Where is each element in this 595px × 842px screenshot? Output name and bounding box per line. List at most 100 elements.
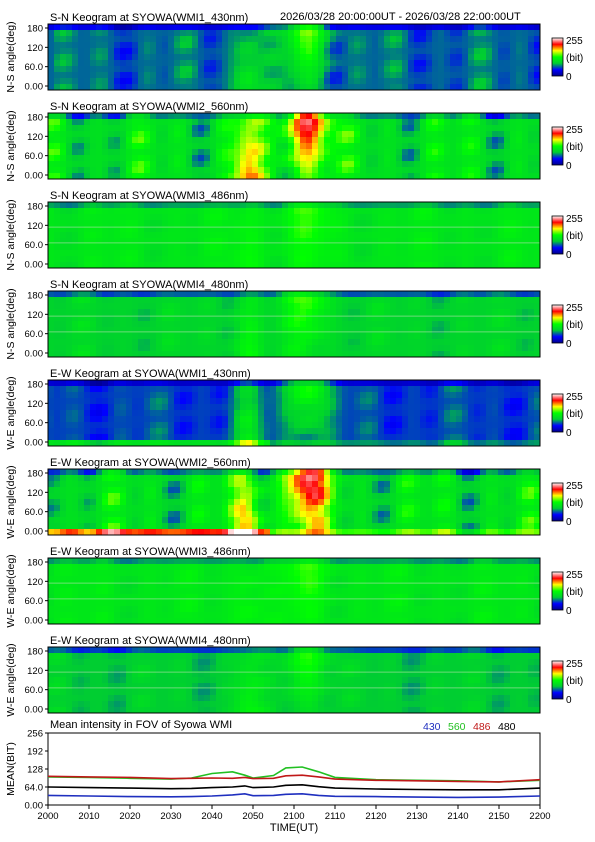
keogram-cell bbox=[246, 434, 253, 441]
keogram-cell bbox=[360, 440, 367, 447]
keogram-cell bbox=[312, 78, 319, 85]
keogram-cell bbox=[108, 333, 115, 340]
keogram-cell bbox=[108, 386, 115, 393]
keogram-cell bbox=[342, 137, 349, 144]
keogram-cell bbox=[318, 321, 325, 328]
keogram-cell bbox=[54, 125, 61, 132]
keogram-cell bbox=[72, 499, 79, 506]
keogram-cell bbox=[246, 244, 253, 251]
keogram-cell bbox=[384, 125, 391, 132]
keogram-cell bbox=[234, 511, 241, 518]
keogram-cell bbox=[168, 351, 175, 358]
keogram-cell bbox=[414, 66, 421, 73]
keogram-cell bbox=[144, 54, 151, 61]
keogram-cell bbox=[114, 475, 121, 482]
keogram-cell bbox=[438, 256, 445, 263]
keogram-cell bbox=[318, 149, 325, 156]
keogram-cell bbox=[144, 36, 151, 43]
keogram-cell bbox=[408, 333, 415, 340]
keogram-cell bbox=[108, 517, 115, 524]
keogram-cell bbox=[312, 422, 319, 429]
keogram-cell bbox=[84, 523, 91, 530]
keogram-cell bbox=[384, 392, 391, 399]
keogram-cell bbox=[138, 143, 145, 150]
keogram-cell bbox=[504, 167, 511, 174]
keogram-cell bbox=[72, 517, 79, 524]
keogram-cell bbox=[276, 380, 283, 387]
keogram-cell bbox=[264, 226, 271, 233]
keogram-cell bbox=[378, 54, 385, 61]
keogram-cell bbox=[132, 404, 139, 411]
keogram-cell bbox=[312, 262, 319, 269]
keogram-cell bbox=[474, 422, 481, 429]
keogram-cell bbox=[480, 137, 487, 144]
keogram-cell bbox=[414, 220, 421, 227]
keogram-cell bbox=[516, 143, 523, 150]
keogram-cell bbox=[264, 392, 271, 399]
keogram-cell bbox=[222, 321, 229, 328]
keogram-cell bbox=[258, 475, 265, 482]
keogram-cell bbox=[192, 410, 199, 417]
keogram-cell bbox=[108, 78, 115, 85]
keogram-cell bbox=[306, 60, 313, 67]
keogram-cell bbox=[366, 60, 373, 67]
keogram-cell bbox=[348, 66, 355, 73]
keogram-cell bbox=[90, 404, 97, 411]
keogram-cell bbox=[516, 149, 523, 156]
keogram-cell bbox=[324, 327, 331, 334]
keogram-cell bbox=[342, 220, 349, 227]
keogram-cell bbox=[204, 416, 211, 423]
keogram-cell bbox=[516, 351, 523, 358]
keogram-cell bbox=[474, 244, 481, 251]
keogram-cell bbox=[486, 143, 493, 150]
keogram-cell bbox=[450, 84, 457, 91]
keogram-cell bbox=[522, 78, 529, 85]
keogram-cell bbox=[66, 386, 73, 393]
keogram-cell bbox=[156, 351, 163, 358]
keogram-cell bbox=[174, 232, 181, 239]
keogram-cell bbox=[282, 113, 289, 120]
keogram-cell bbox=[120, 250, 127, 257]
keogram-cell bbox=[156, 250, 163, 257]
keogram-cell bbox=[456, 392, 463, 399]
keogram-cell bbox=[288, 262, 295, 269]
keogram-cell bbox=[162, 380, 169, 387]
keogram-cell bbox=[264, 143, 271, 150]
keogram-cell bbox=[348, 78, 355, 85]
keogram-cell bbox=[222, 244, 229, 251]
keogram-cell bbox=[198, 125, 205, 132]
keogram-cell bbox=[384, 386, 391, 393]
keogram-cell bbox=[60, 422, 67, 429]
keogram-cell bbox=[186, 220, 193, 227]
keogram-cell bbox=[114, 333, 121, 340]
keogram-cell bbox=[108, 481, 115, 488]
keogram-cell bbox=[354, 167, 361, 174]
keogram-cell bbox=[84, 30, 91, 37]
keogram-cell bbox=[498, 315, 505, 322]
keogram-cell bbox=[228, 238, 235, 245]
keogram-cell bbox=[258, 440, 265, 447]
keogram-cell bbox=[240, 291, 247, 298]
keogram-cell bbox=[282, 410, 289, 417]
keogram-cell bbox=[120, 42, 127, 49]
keogram-cell bbox=[72, 143, 79, 150]
keogram-cell bbox=[396, 78, 403, 85]
keogram-cell bbox=[480, 297, 487, 304]
keogram-cell bbox=[354, 36, 361, 43]
keogram-cell bbox=[420, 72, 427, 79]
keogram-cell bbox=[108, 202, 115, 209]
keogram-cell bbox=[408, 30, 415, 37]
keogram-cell bbox=[180, 42, 187, 49]
keogram-cell bbox=[324, 149, 331, 156]
keogram-cell bbox=[354, 428, 361, 435]
keogram-cell bbox=[96, 60, 103, 67]
keogram-cell bbox=[84, 42, 91, 49]
keogram-cell bbox=[240, 487, 247, 494]
keogram-cell bbox=[438, 84, 445, 91]
keogram-cell bbox=[456, 167, 463, 174]
keogram-cell bbox=[168, 428, 175, 435]
keogram-cell bbox=[144, 173, 151, 180]
keogram-cell bbox=[294, 167, 301, 174]
keogram-cell bbox=[276, 42, 283, 49]
keogram-cell bbox=[486, 84, 493, 91]
